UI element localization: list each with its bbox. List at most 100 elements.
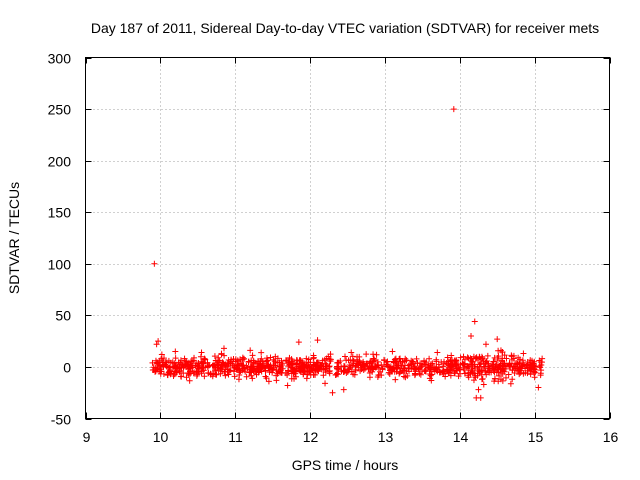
data-point [239,366,246,373]
data-point [177,357,184,364]
data-point [314,337,321,344]
data-point [238,360,245,367]
data-point [440,371,447,378]
data-point [151,260,158,267]
data-point [347,356,354,363]
x-axis-label: GPS time / hours [292,457,399,473]
data-point [172,348,179,355]
data-point [525,362,532,369]
data-point [427,372,434,379]
data-point [491,378,498,385]
data-point [225,371,232,378]
data-point [340,367,347,374]
data-point [377,368,384,375]
data-point [405,362,412,369]
data-point [267,354,274,361]
data-point [345,366,352,373]
data-point [218,351,225,358]
data-point [249,375,256,382]
y-tick-label: 150 [48,205,72,221]
data-point [387,363,394,370]
data-point [158,355,165,362]
data-point [385,369,392,376]
data-point [158,351,165,358]
data-point [393,358,400,365]
data-point [296,357,303,364]
plot-frame [85,57,610,419]
data-point [315,368,322,375]
data-point [161,361,168,368]
data-points [149,106,546,401]
data-point [274,359,281,366]
data-point [434,349,441,356]
data-point [231,373,238,380]
data-point [171,371,178,378]
data-point [477,394,484,401]
data-point [249,352,256,359]
data-point [533,363,540,370]
data-point [341,353,348,360]
data-point [538,367,545,374]
data-point [457,354,464,361]
data-point [483,371,490,378]
data-point [220,345,227,352]
data-point [297,358,304,365]
data-point [498,365,505,372]
data-point [535,384,542,391]
data-point [368,363,375,370]
data-point [329,389,336,396]
data-point [491,368,497,375]
data-point [200,367,207,374]
data-point [444,354,451,361]
data-point [239,363,246,370]
data-point [300,371,307,378]
data-point [160,370,167,377]
data-point [499,348,506,355]
data-point [468,332,475,339]
x-tick-label: 13 [378,429,394,445]
x-axis-ticks: 9 10 11 12 13 14 15 16 [83,57,618,445]
y-tick-label: 250 [48,102,72,118]
data-point [258,368,265,375]
data-point [470,377,477,384]
data-point [198,358,205,365]
data-point [171,368,178,375]
data-point [255,358,262,365]
data-point [234,363,241,370]
data-point [201,373,208,380]
data-point [457,366,464,373]
data-point [210,362,217,369]
x-tick-label: 12 [303,429,319,445]
data-point [282,357,289,364]
data-point [293,365,300,372]
data-point [326,356,333,363]
data-point [425,363,432,370]
data-point [392,355,399,362]
data-point [317,361,324,368]
data-point [530,360,537,367]
x-tick-label: 14 [453,429,469,445]
data-point [499,362,506,369]
data-point [390,359,397,366]
data-point [219,359,226,366]
data-point [375,362,382,369]
data-point [476,354,483,361]
data-point [258,349,265,356]
data-point [271,358,278,365]
data-point [289,358,296,365]
data-point [459,360,466,367]
data-point [381,357,388,364]
data-point [511,369,518,376]
data-point [447,366,454,373]
data-point [485,360,492,367]
data-point [322,380,329,387]
data-point [191,354,198,361]
data-point [473,355,480,362]
data-point [334,363,341,370]
data-point [215,354,222,361]
data-point [418,363,425,370]
data-point [349,353,356,360]
data-point [205,369,212,376]
data-point [450,364,457,371]
data-point [244,365,251,372]
